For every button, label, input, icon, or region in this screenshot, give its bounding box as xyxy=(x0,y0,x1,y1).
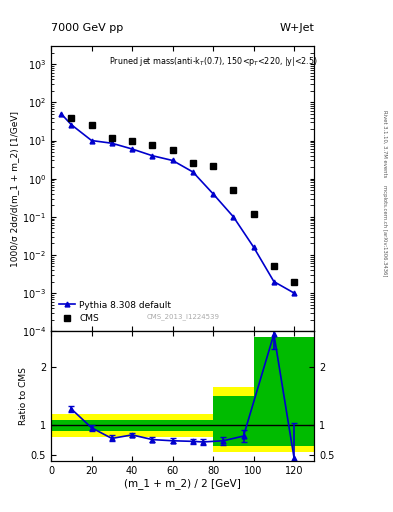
Line: CMS: CMS xyxy=(68,115,297,284)
Y-axis label: Ratio to CMS: Ratio to CMS xyxy=(19,367,28,425)
CMS xyxy=(191,160,195,166)
CMS xyxy=(130,138,134,144)
Pythia 8.308 default xyxy=(251,244,256,250)
Pythia 8.308 default xyxy=(292,290,296,296)
Pythia 8.308 default xyxy=(272,279,276,285)
Pythia 8.308 default xyxy=(130,146,134,152)
Pythia 8.308 default xyxy=(211,191,215,197)
Pythia 8.308 default xyxy=(59,111,64,117)
Pythia 8.308 default xyxy=(191,169,195,175)
CMS xyxy=(110,135,114,141)
CMS xyxy=(272,263,276,269)
Text: mcplots.cern.ch [arXiv:1306.3436]: mcplots.cern.ch [arXiv:1306.3436] xyxy=(382,185,387,276)
Legend: Pythia 8.308 default, CMS: Pythia 8.308 default, CMS xyxy=(55,297,174,327)
CMS xyxy=(150,142,155,148)
CMS xyxy=(89,122,94,129)
CMS xyxy=(292,279,296,285)
Line: Pythia 8.308 default: Pythia 8.308 default xyxy=(59,112,297,295)
Text: W+Jet: W+Jet xyxy=(279,23,314,33)
Text: CMS_2013_I1224539: CMS_2013_I1224539 xyxy=(146,313,219,320)
CMS xyxy=(251,211,256,217)
Pythia 8.308 default xyxy=(89,137,94,143)
Pythia 8.308 default xyxy=(170,157,175,163)
X-axis label: (m_1 + m_2) / 2 [GeV]: (m_1 + m_2) / 2 [GeV] xyxy=(124,478,241,489)
CMS xyxy=(211,163,215,169)
CMS xyxy=(231,187,236,193)
Pythia 8.308 default xyxy=(110,140,114,146)
Pythia 8.308 default xyxy=(69,122,74,128)
Y-axis label: 1000/σ 2dσ/d(m_1 + m_2) [1/GeV]: 1000/σ 2dσ/d(m_1 + m_2) [1/GeV] xyxy=(10,111,19,267)
Pythia 8.308 default xyxy=(231,214,236,220)
Pythia 8.308 default xyxy=(150,153,155,159)
CMS xyxy=(69,115,74,121)
Text: Pruned jet mass(anti-k$_{T}$(0.7), 150<p$_{T}$<220, |y|<2.5): Pruned jet mass(anti-k$_{T}$(0.7), 150<p… xyxy=(109,55,318,68)
Text: 7000 GeV pp: 7000 GeV pp xyxy=(51,23,123,33)
Text: Rivet 3.1.10, 3.7M events: Rivet 3.1.10, 3.7M events xyxy=(382,110,387,177)
CMS xyxy=(170,147,175,154)
